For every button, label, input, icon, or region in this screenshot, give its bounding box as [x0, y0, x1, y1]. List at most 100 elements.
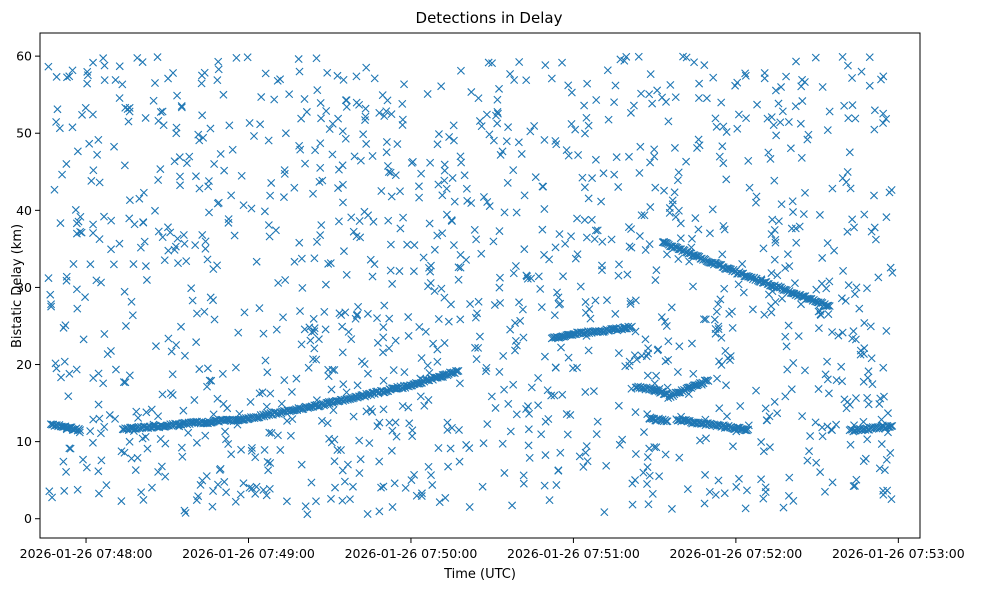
noise-detection-1114 [636, 142, 645, 151]
noise-detection-446 [107, 216, 116, 225]
noise-detection-1039 [562, 410, 571, 419]
noise-detection-886 [848, 215, 857, 224]
noise-detection-56 [158, 107, 167, 116]
noise-detection-554 [838, 328, 847, 337]
noise-detection-45 [867, 227, 876, 236]
noise-detection-518 [300, 95, 309, 103]
noise-detection-528 [138, 58, 147, 67]
noise-detection-1228 [195, 184, 204, 193]
noise-detection-1007 [193, 309, 201, 318]
noise-detection-531 [72, 229, 81, 238]
noise-detection-1231 [309, 189, 317, 198]
noise-detection-868 [62, 467, 71, 476]
noise-detection-300 [477, 122, 486, 131]
track-detection-1524 [361, 392, 370, 401]
noise-detection-987 [79, 335, 88, 344]
noise-detection-1117 [66, 444, 75, 453]
noise-detection-388 [631, 408, 640, 417]
track-detection-1834 [692, 252, 701, 261]
noise-detection-1099 [280, 166, 289, 175]
noise-detection-638 [882, 114, 891, 123]
noise-detection-971 [352, 311, 361, 320]
noise-detection-1050 [440, 338, 449, 347]
y-tick-label-4: 40 [16, 203, 32, 218]
noise-detection-793 [94, 467, 103, 476]
noise-detection-1188 [417, 492, 426, 501]
noise-detection-1122 [433, 357, 442, 366]
noise-detection-207 [812, 458, 821, 467]
noise-detection-1259 [791, 102, 800, 111]
noise-detection-8 [867, 354, 876, 363]
noise-detection-286 [624, 152, 633, 161]
noise-detection-198 [547, 391, 556, 400]
noise-detection-1080 [157, 462, 166, 471]
noise-detection-34 [515, 298, 524, 307]
track-detection-1315 [65, 423, 74, 432]
noise-detection-1012 [83, 71, 92, 80]
noise-detection-617 [834, 331, 843, 340]
x-tick-label-4: 2026-01-26 07:52:00 [669, 546, 802, 561]
noise-detection-569 [312, 237, 321, 246]
noise-detection-484 [370, 74, 379, 83]
noise-detection-546 [271, 226, 280, 235]
track-detection-1511 [345, 394, 354, 403]
noise-detection-1126 [803, 135, 812, 144]
noise-detection-82 [449, 121, 458, 130]
noise-detection-875 [82, 463, 91, 472]
noise-detection-601 [328, 150, 337, 159]
noise-detection-1115 [331, 483, 340, 492]
noise-detection-695 [448, 173, 457, 182]
noise-detection-965 [339, 247, 348, 256]
noise-detection-51 [177, 103, 186, 112]
noise-detection-1195 [266, 389, 275, 398]
noise-detection-423 [396, 224, 405, 233]
noise-detection-266 [297, 460, 306, 469]
noise-detection-210 [783, 250, 792, 259]
noise-detection-737 [309, 314, 318, 323]
noise-detection-985 [717, 333, 726, 342]
noise-detection-58 [285, 90, 294, 99]
noise-detection-310 [47, 300, 56, 309]
noise-detection-1046 [540, 481, 549, 490]
noise-detection-270 [258, 388, 267, 397]
noise-detection-406 [408, 432, 417, 441]
noise-detection-844 [674, 255, 683, 263]
noise-detection-75 [329, 406, 338, 415]
noise-detection-386 [880, 466, 889, 475]
noise-detection-848 [550, 311, 559, 320]
noise-detection-248 [115, 239, 124, 248]
noise-detection-774 [783, 365, 792, 374]
noise-detection-586 [628, 500, 637, 509]
noise-detection-1287 [877, 440, 886, 449]
noise-detection-1202 [400, 368, 409, 377]
noise-detection-692 [875, 464, 884, 473]
noise-detection-1084 [499, 351, 508, 360]
noise-detection-224 [420, 401, 429, 410]
noise-detection-1239 [312, 54, 321, 63]
noise-detection-833 [364, 211, 373, 220]
noise-detection-450 [514, 138, 523, 147]
noise-detection-443 [222, 488, 231, 497]
noise-detection-756 [763, 114, 772, 123]
noise-detection-976 [435, 498, 444, 507]
noise-detection-1272 [702, 94, 711, 103]
noise-detection-1169 [512, 208, 521, 217]
noise-detection-1253 [786, 144, 795, 153]
noise-detection-762 [773, 409, 782, 418]
noise-detection-30 [190, 396, 199, 405]
noise-detection-64 [314, 335, 323, 344]
noise-detection-119 [136, 243, 145, 252]
noise-detection-1107 [575, 452, 584, 461]
noise-detection-1155 [201, 237, 210, 246]
noise-detection-491 [89, 229, 98, 237]
noise-detection-916 [440, 176, 449, 185]
noise-detection-217 [631, 450, 640, 458]
noise-detection-1211 [646, 203, 655, 212]
noise-detection-69 [385, 344, 394, 353]
noise-detection-825 [201, 244, 210, 253]
noise-detection-419 [581, 388, 590, 397]
noise-detection-422 [620, 56, 629, 65]
noise-detection-211 [342, 270, 351, 279]
noise-detection-729 [139, 188, 148, 197]
noise-detection-1178 [338, 161, 347, 170]
